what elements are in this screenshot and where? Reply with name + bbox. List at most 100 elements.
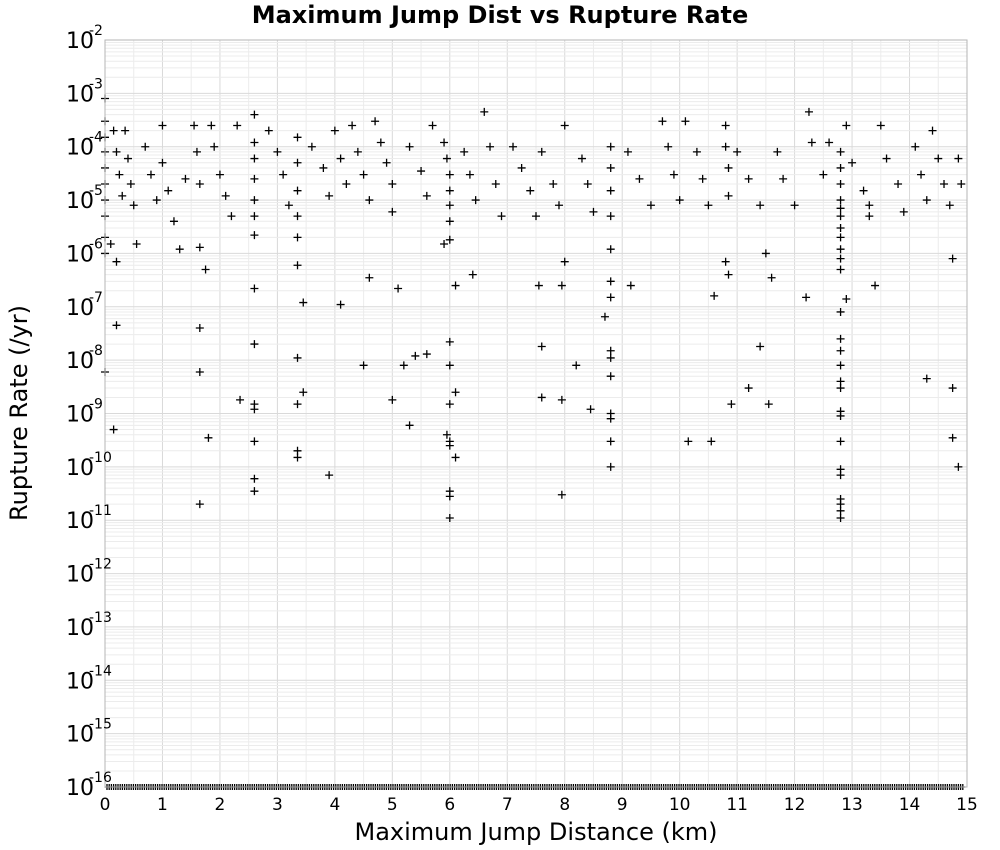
data-point [836, 204, 845, 213]
data-point [126, 180, 135, 189]
data-point [359, 361, 368, 370]
data-point [911, 142, 920, 151]
data-point [836, 307, 845, 316]
data-point [417, 167, 426, 176]
data-point [279, 170, 288, 179]
data-point [928, 126, 937, 135]
data-point [802, 293, 811, 302]
data-point [727, 400, 736, 409]
x-tick-label: 1 [157, 795, 168, 815]
data-point [664, 142, 673, 151]
data-point [250, 110, 259, 119]
data-point [859, 186, 868, 195]
data-point [451, 453, 460, 462]
data-point [606, 353, 615, 362]
data-point [819, 170, 828, 179]
data-point [190, 121, 199, 130]
data-point [152, 196, 161, 205]
data-point [442, 154, 451, 163]
data-point [445, 201, 454, 210]
data-point [471, 196, 480, 205]
data-point [460, 147, 469, 156]
chart-title: Maximum Jump Dist vs Rupture Rate [252, 1, 749, 29]
y-tick-exponent: -10 [89, 450, 112, 466]
y-tick-base: 10 [66, 509, 94, 534]
data-point [491, 180, 500, 189]
y-tick-base: 10 [66, 776, 94, 801]
data-point [606, 293, 615, 302]
x-tick-label: 4 [329, 795, 340, 815]
data-point [342, 180, 351, 189]
data-point [158, 158, 167, 167]
data-point [836, 245, 845, 254]
data-point [779, 174, 788, 183]
data-point [442, 430, 451, 439]
data-point [115, 170, 124, 179]
data-point [534, 281, 543, 290]
data-point [669, 170, 678, 179]
data-point [626, 281, 635, 290]
y-tick-base: 10 [66, 616, 94, 641]
data-point [721, 121, 730, 130]
data-point [293, 400, 302, 409]
data-point [445, 441, 454, 450]
data-point [250, 138, 259, 147]
data-point [445, 235, 454, 244]
data-point [106, 240, 115, 249]
data-point [121, 126, 130, 135]
data-point [586, 405, 595, 414]
data-point [293, 133, 302, 142]
y-tick-exponent: -16 [89, 770, 112, 786]
data-point [606, 186, 615, 195]
data-point [756, 342, 765, 351]
data-point [250, 212, 259, 221]
data-point [606, 346, 615, 355]
data-point [164, 186, 173, 195]
grid-lines [104, 39, 968, 788]
data-point [606, 462, 615, 471]
x-tick-label: 13 [841, 795, 863, 815]
data-point [557, 395, 566, 404]
y-tick-base: 10 [66, 136, 94, 161]
data-point [236, 395, 245, 404]
y-tick-base: 10 [66, 563, 94, 588]
x-tick-label: 0 [100, 795, 111, 815]
data-point [221, 191, 230, 200]
data-point [388, 207, 397, 216]
data-point [721, 142, 730, 151]
y-tick-label: 10-14 [66, 663, 112, 694]
data-point [940, 180, 949, 189]
data-point [876, 121, 885, 130]
data-point [284, 201, 293, 210]
data-point [764, 400, 773, 409]
data-point [207, 121, 216, 130]
data-point [348, 121, 357, 130]
y-tick-label: 10-6 [66, 236, 103, 267]
data-point [195, 500, 204, 509]
data-point [293, 212, 302, 221]
data-points [101, 94, 966, 523]
data-point [451, 388, 460, 397]
x-tick-label: 14 [899, 795, 921, 815]
data-point [465, 170, 474, 179]
data-point [123, 154, 132, 163]
data-point [497, 212, 506, 221]
data-point [954, 154, 963, 163]
data-point [422, 350, 431, 359]
y-tick-exponent: -11 [89, 503, 112, 519]
plot-frame [104, 39, 968, 788]
data-point [330, 126, 339, 135]
data-point [250, 231, 259, 240]
data-point [744, 384, 753, 393]
data-point [836, 361, 845, 370]
data-point [118, 191, 127, 200]
y-tick-base: 10 [66, 669, 94, 694]
y-tick-label: 10-15 [66, 717, 112, 748]
data-point [359, 170, 368, 179]
data-point [109, 126, 118, 135]
y-tick-exponent: -8 [89, 343, 103, 359]
data-point [825, 138, 834, 147]
data-point [293, 186, 302, 195]
data-point [658, 117, 667, 126]
data-point [325, 471, 334, 480]
